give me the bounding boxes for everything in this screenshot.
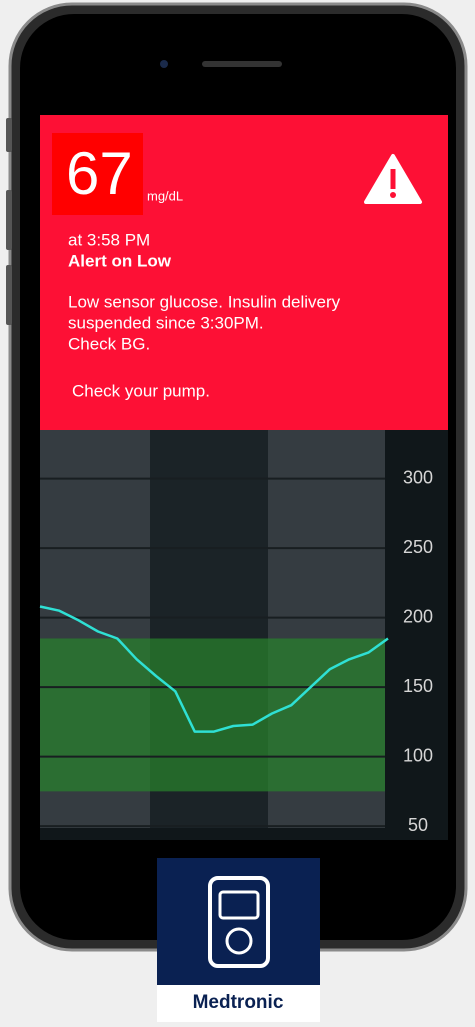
alert-action: Check your pump.: [72, 381, 210, 400]
side-button: [6, 265, 12, 325]
glucose-value: 67: [66, 140, 133, 207]
camera: [160, 60, 168, 68]
screenshot: 67 mg/dL at 3:58 PM Alert on Low Low sen…: [0, 0, 475, 1022]
warning-dot: [390, 192, 396, 198]
y-tick-label: 100: [403, 745, 433, 765]
y-tick-label: 250: [403, 537, 433, 557]
alert-title: Alert on Low: [68, 251, 172, 270]
y-tick-label: 150: [403, 676, 433, 696]
y-tick-label: 200: [403, 606, 433, 626]
alert-message: suspended since 3:30PM.: [68, 313, 264, 332]
side-button: [6, 118, 12, 152]
glucose-unit: mg/dL: [147, 188, 183, 203]
speaker: [202, 61, 282, 67]
target-range: [40, 638, 385, 791]
alert-message: Check BG.: [68, 334, 150, 353]
glucose-chart: 300 250 200 150 100 50: [40, 430, 448, 840]
side-button: [6, 190, 12, 250]
alert-time: at 3:58 PM: [68, 230, 150, 249]
y-tick-label: 50: [408, 815, 428, 835]
warning-mark: [391, 169, 396, 189]
brand-name: Medtronic: [193, 992, 284, 1013]
alert-message: Low sensor glucose. Insulin delivery: [68, 292, 341, 311]
y-tick-label: 300: [403, 467, 433, 487]
